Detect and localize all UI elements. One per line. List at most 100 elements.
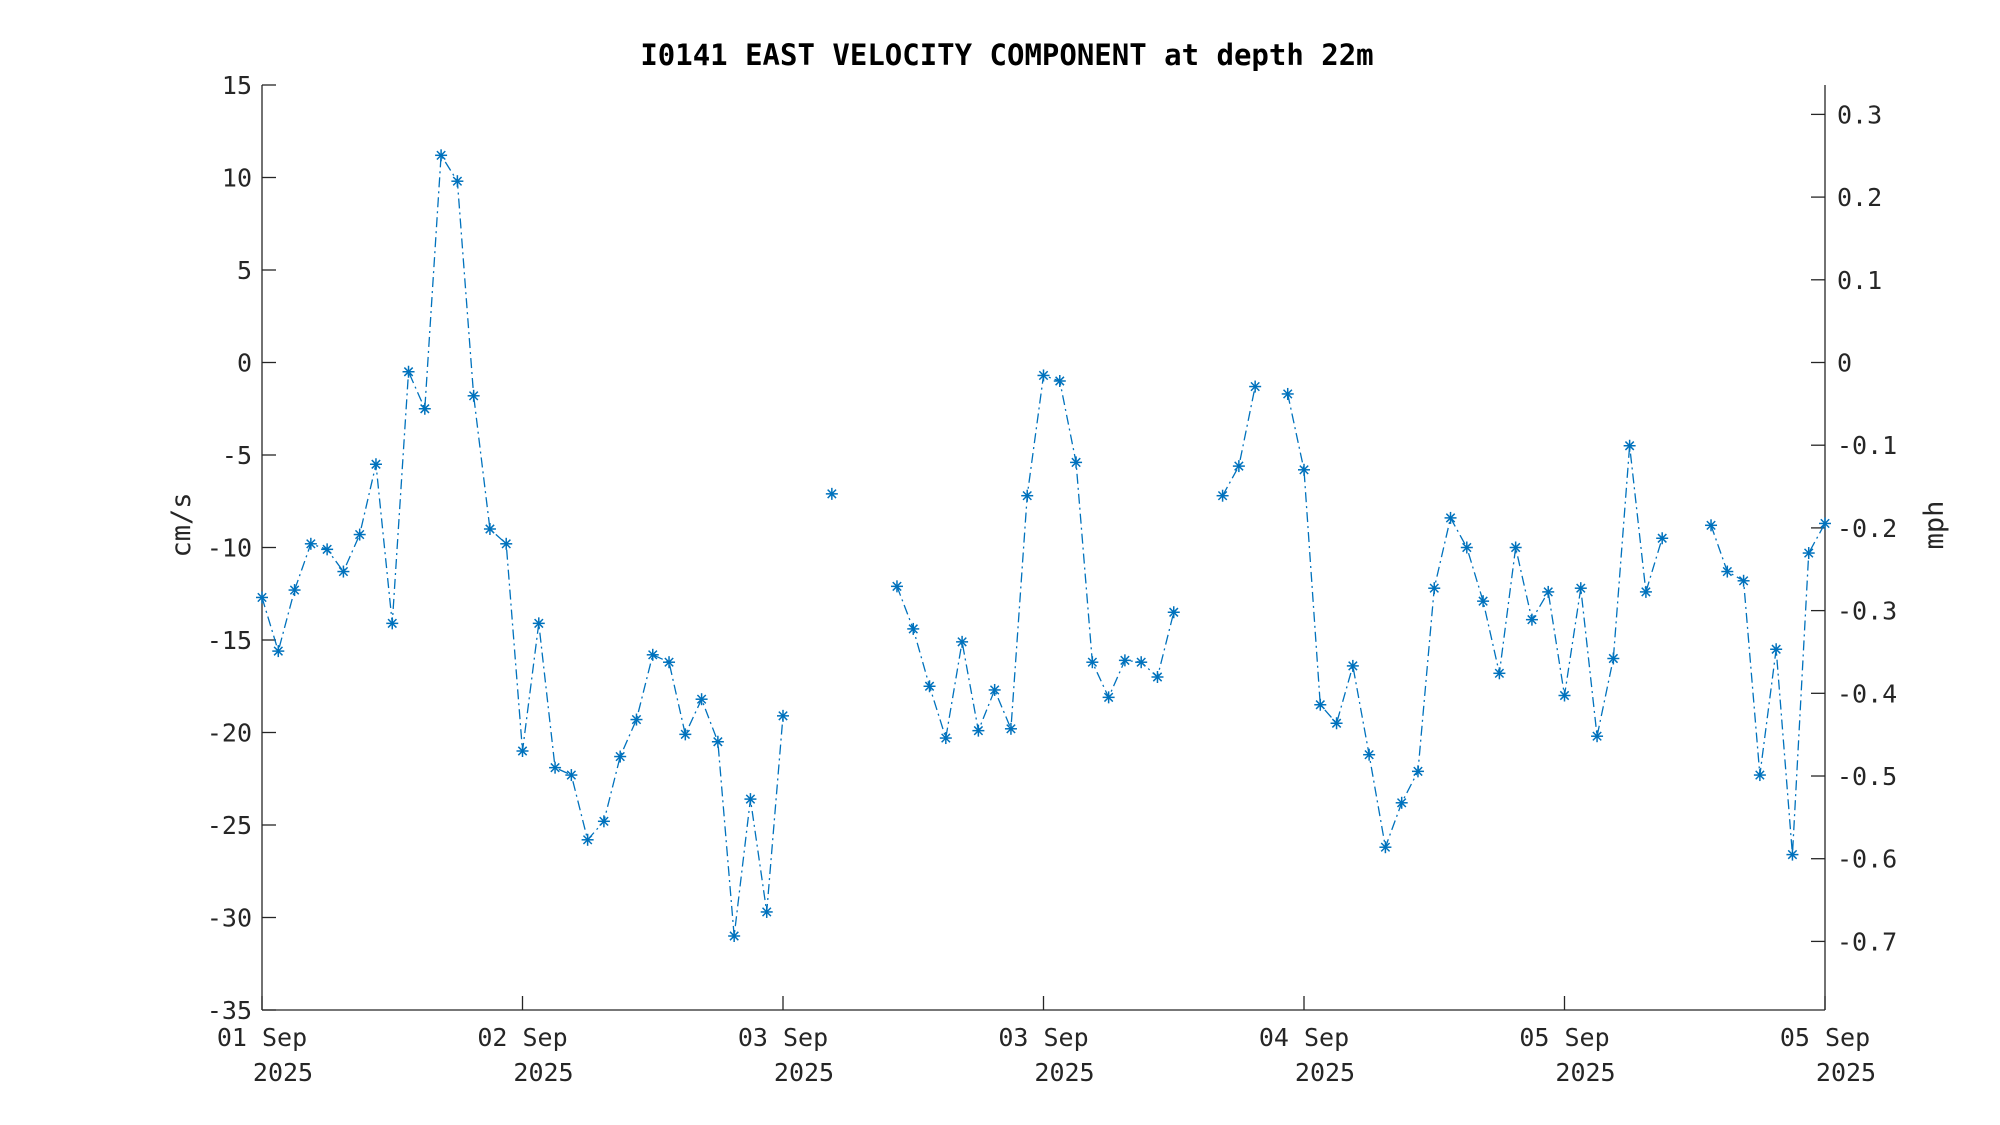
data-point bbox=[1363, 748, 1376, 761]
data-point bbox=[988, 683, 1001, 696]
data-point bbox=[304, 537, 317, 550]
axes: 15 10 5 0 -5 -10 -15 -20 -25 -30 -35 0.3 0.2 0.1 0 -0.1… bbox=[207, 71, 1897, 1087]
data-point bbox=[353, 528, 366, 541]
data-point bbox=[386, 617, 399, 630]
data-point bbox=[337, 565, 350, 578]
data-point bbox=[1623, 439, 1636, 452]
data-point bbox=[1607, 652, 1620, 665]
data-point bbox=[256, 591, 268, 604]
data-point bbox=[1639, 585, 1652, 598]
y2-tick-label: 0.3 bbox=[1837, 100, 1882, 129]
data-point bbox=[369, 458, 382, 471]
y2-tick-label: -0.1 bbox=[1837, 431, 1897, 460]
y2-tick-label: -0.3 bbox=[1837, 597, 1897, 626]
x-tick-label-year: 2025 bbox=[1816, 1058, 1876, 1087]
y2-tick-label: -0.5 bbox=[1837, 762, 1897, 791]
y2-tick-label: 0.2 bbox=[1837, 183, 1882, 212]
data-point bbox=[1330, 717, 1343, 730]
data-point bbox=[1070, 456, 1083, 469]
series-line-segment bbox=[1287, 393, 1663, 850]
data-point bbox=[435, 149, 448, 162]
data-point bbox=[1086, 656, 1099, 669]
data-point bbox=[1477, 595, 1490, 608]
data-point bbox=[1737, 574, 1750, 587]
x-tick-label-year: 2025 bbox=[774, 1058, 834, 1087]
y2-tick-label: 0.1 bbox=[1837, 266, 1882, 295]
data-point bbox=[890, 580, 903, 593]
x-tick-label-year: 2025 bbox=[513, 1058, 573, 1087]
y-tick-label: -25 bbox=[207, 811, 252, 840]
series-line-segment bbox=[1222, 386, 1256, 497]
data-point bbox=[825, 487, 838, 500]
data-point bbox=[418, 402, 431, 415]
y2-tick-label: 0 bbox=[1837, 349, 1852, 378]
data-point bbox=[321, 543, 334, 556]
data-point bbox=[500, 537, 513, 550]
y-tick-label: -10 bbox=[207, 534, 252, 563]
data-point bbox=[1053, 375, 1066, 387]
data-point bbox=[1102, 691, 1115, 704]
y2-tick-label: -0.4 bbox=[1837, 679, 1897, 708]
data-point bbox=[956, 635, 969, 648]
data-point bbox=[777, 709, 789, 722]
data-point bbox=[1379, 841, 1392, 854]
data-point bbox=[1249, 380, 1262, 393]
y-tick-label: -35 bbox=[207, 996, 252, 1025]
data-point bbox=[1428, 582, 1441, 595]
y-tick-label: 0 bbox=[237, 349, 252, 378]
data-point bbox=[467, 389, 480, 402]
data-point bbox=[728, 930, 741, 942]
data-point bbox=[1802, 547, 1815, 560]
data-point bbox=[1525, 613, 1538, 626]
data-point bbox=[1753, 769, 1766, 782]
data-point bbox=[907, 622, 920, 635]
data-point bbox=[1656, 532, 1669, 545]
y2-tick-label: -0.2 bbox=[1837, 514, 1897, 543]
data-point bbox=[565, 769, 578, 782]
x-tick-label-year: 2025 bbox=[1295, 1058, 1355, 1087]
data-point bbox=[597, 815, 610, 828]
chart-title: I0141 EAST VELOCITY COMPONENT at depth 2… bbox=[640, 38, 1373, 72]
y-tick-label: 5 bbox=[237, 256, 252, 285]
data-point bbox=[1460, 541, 1473, 554]
data-point bbox=[1411, 765, 1424, 778]
data-point bbox=[272, 645, 285, 658]
data-point bbox=[760, 905, 773, 918]
data-point bbox=[1770, 643, 1783, 656]
series-line-segment bbox=[1710, 523, 1826, 855]
y-tick-label: -20 bbox=[207, 719, 252, 748]
data-point bbox=[1591, 730, 1604, 743]
y-tick-label: -5 bbox=[222, 441, 252, 470]
data-point bbox=[1151, 671, 1164, 683]
data-point bbox=[1037, 369, 1050, 382]
data-point bbox=[614, 750, 627, 763]
y-tick-label: 15 bbox=[222, 71, 252, 100]
data-point bbox=[1786, 848, 1799, 861]
data-point bbox=[1542, 585, 1555, 598]
data-point bbox=[1395, 796, 1408, 809]
data-point bbox=[483, 523, 496, 535]
data-point bbox=[1574, 582, 1587, 595]
data-point bbox=[1705, 519, 1718, 532]
x-tick-label-year: 2025 bbox=[1555, 1058, 1615, 1087]
data-point bbox=[451, 175, 464, 188]
x-tick-label-date: 03 Sep bbox=[738, 1023, 828, 1052]
y2-tick-label: -0.6 bbox=[1837, 845, 1897, 874]
data-point bbox=[1118, 654, 1131, 667]
data-point bbox=[516, 745, 529, 757]
data-point bbox=[972, 724, 985, 737]
x-tick-label-date: 03 Sep bbox=[998, 1023, 1088, 1052]
series-line-segment bbox=[261, 153, 784, 937]
data-point bbox=[646, 648, 659, 661]
data-point bbox=[1558, 689, 1571, 702]
x-tick-label-date: 05 Sep bbox=[1780, 1023, 1870, 1052]
data-point bbox=[581, 833, 594, 846]
data-point bbox=[1721, 565, 1734, 578]
data-point bbox=[1232, 460, 1245, 473]
x-tick-label-year: 2025 bbox=[1034, 1058, 1094, 1087]
data-point bbox=[1444, 511, 1457, 524]
y-tick-label: -15 bbox=[207, 626, 252, 655]
data-point bbox=[532, 617, 545, 630]
data-point bbox=[939, 732, 952, 745]
